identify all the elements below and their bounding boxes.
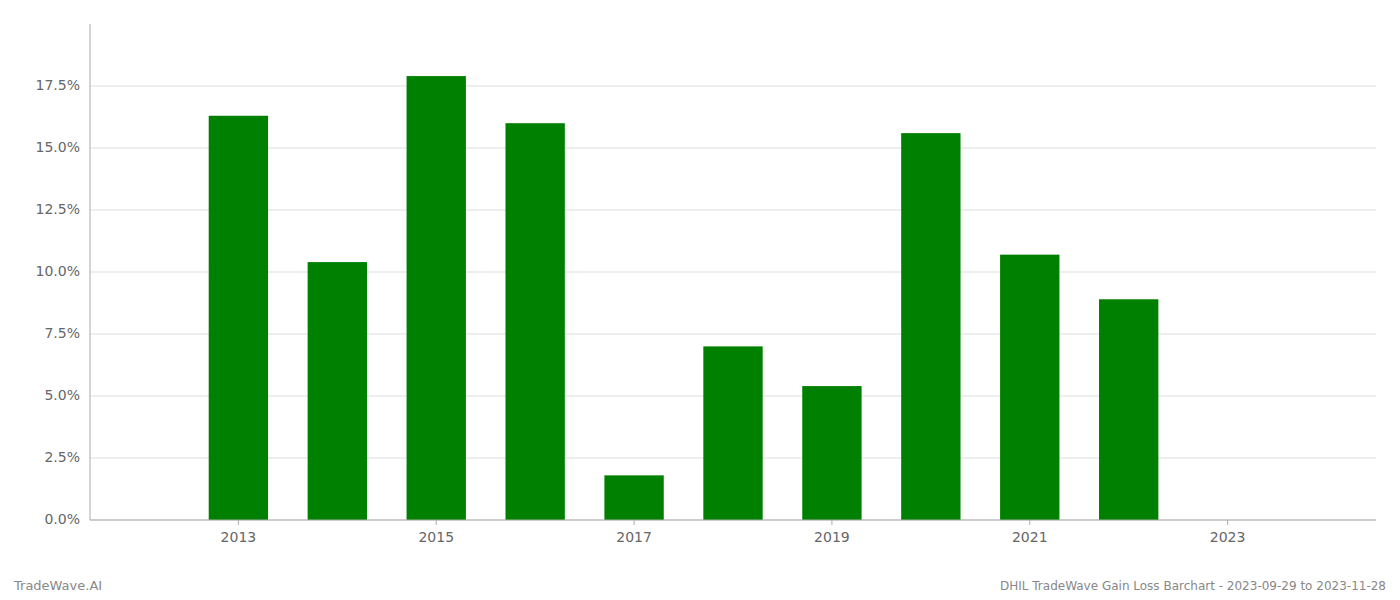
x-tick-label: 2021 <box>1012 529 1048 545</box>
x-tick <box>634 520 635 525</box>
bar <box>703 346 762 520</box>
x-tick-label: 2023 <box>1210 529 1246 545</box>
y-tick-label: 17.5% <box>36 77 80 93</box>
grid-line <box>90 272 1376 273</box>
bar <box>901 133 960 520</box>
grid-line <box>90 520 1376 521</box>
watermark: TradeWave.AI <box>13 578 102 593</box>
x-tick-label: 2013 <box>221 529 257 545</box>
y-tick-label: 12.5% <box>36 201 80 217</box>
x-tick <box>1029 520 1030 525</box>
bar <box>308 262 367 520</box>
bar <box>505 123 564 520</box>
grid-line <box>90 210 1376 211</box>
y-grid <box>90 86 1376 520</box>
y-tick-label: 2.5% <box>44 449 80 465</box>
grid-line <box>90 86 1376 87</box>
y-axis-line <box>90 24 91 520</box>
background <box>0 0 1400 600</box>
x-tick-label: 2019 <box>814 529 850 545</box>
x-tick-label: 2017 <box>616 529 652 545</box>
bar <box>1000 255 1059 520</box>
bars <box>209 76 1159 520</box>
x-tick <box>1227 520 1228 525</box>
y-tick-label: 15.0% <box>36 139 80 155</box>
grid-line <box>90 148 1376 149</box>
x-tick-label: 2015 <box>418 529 454 545</box>
x-tick <box>238 520 239 525</box>
y-tick-label: 10.0% <box>36 263 80 279</box>
bar <box>407 76 466 520</box>
bar <box>1099 299 1158 520</box>
bar <box>802 386 861 520</box>
y-tick-label: 7.5% <box>44 325 80 341</box>
bar <box>209 116 268 520</box>
chart: 0.0% 2.5% 5.0% 7.5% 10.0% 12.5% 15.0% 17.5% 2013… <box>0 0 1400 600</box>
grid-line <box>90 334 1376 335</box>
bar <box>604 475 663 520</box>
x-axis-line <box>90 520 1376 521</box>
x-tick <box>831 520 832 525</box>
x-tick <box>436 520 437 525</box>
y-tick-label: 0.0% <box>44 511 80 527</box>
y-tick-label: 5.0% <box>44 387 80 403</box>
title: DHIL TradeWave Gain Loss Barchart - 2023… <box>1000 579 1386 593</box>
